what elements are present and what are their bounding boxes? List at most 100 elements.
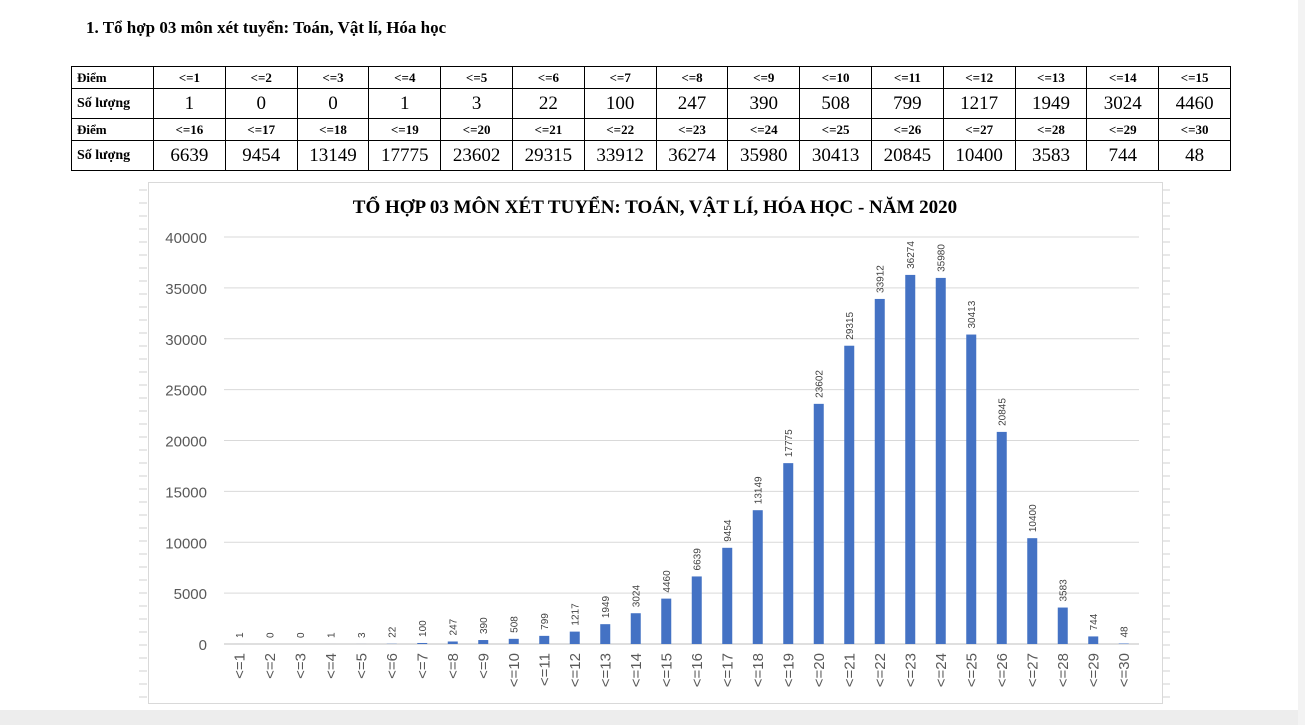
y-tick-label: 40000	[165, 230, 207, 247]
data-label: 4460	[662, 570, 673, 593]
count-cell: 1949	[1014, 88, 1088, 119]
chart-canvas: TỔ HỢP 03 MÔN XÉT TUYỂN: TOÁN, VẬT LÍ, H…	[165, 196, 1139, 687]
bar	[417, 642, 428, 644]
data-label: 23602	[814, 370, 825, 398]
y-tick-label: 0	[199, 637, 207, 654]
score-label: Điểm	[71, 66, 154, 89]
x-tick-label: <=5	[353, 653, 370, 679]
count-cell: 3	[440, 88, 513, 119]
data-label: 3583	[1058, 579, 1069, 602]
bar	[1088, 636, 1099, 644]
section-heading: 1. Tổ hợp 03 môn xét tuyển: Toán, Vật lí…	[86, 18, 447, 37]
bar	[478, 640, 489, 644]
data-label: 48	[1119, 626, 1130, 638]
y-axis-tick-labels: 0 5000 10000 15000 20000 25000 30000 35000 40000	[165, 230, 207, 654]
x-tick-label: <=26	[994, 653, 1011, 687]
x-tick-label: <=11	[536, 653, 553, 686]
page-bottom-strip	[0, 710, 1305, 725]
right-margin-ticks	[1162, 189, 1170, 698]
x-tick-label: <=13	[597, 653, 614, 687]
bar	[874, 298, 885, 644]
data-label: 36274	[906, 241, 917, 269]
count-cell: 799	[870, 88, 944, 119]
x-tick-label: <=4	[323, 653, 340, 679]
x-tick-label: <=3	[292, 653, 309, 679]
chart-title: TỔ HỢP 03 MÔN XÉT TUYỂN: TOÁN, VẬT LÍ, H…	[353, 196, 957, 218]
score-cell: <=14	[1086, 66, 1160, 89]
x-tick-label: <=30	[1116, 653, 1133, 687]
count-cell: 247	[655, 88, 729, 119]
count-cell: 1	[153, 88, 226, 119]
x-tick-label: <=15	[658, 653, 675, 687]
score-cell: <=17	[224, 118, 298, 141]
x-tick-label: <=14	[628, 653, 645, 687]
data-label: 20845	[997, 398, 1008, 426]
bar	[661, 598, 672, 644]
data-labels: 1 0 0 1 3 22 100 247 390 508 799 1217 1949 3024446066…	[235, 241, 1131, 638]
count-label: Số lượng	[71, 140, 154, 171]
bar	[935, 277, 946, 644]
score-cell: <=24	[727, 118, 801, 141]
gridlines	[224, 236, 1139, 645]
bar	[539, 635, 550, 644]
x-tick-label: <=21	[841, 653, 858, 687]
data-label: 10400	[1028, 504, 1039, 532]
x-tick-label: <=22	[872, 653, 889, 687]
bars	[234, 274, 1129, 644]
x-tick-label: <=28	[1055, 653, 1072, 687]
bar	[905, 274, 916, 644]
bar	[1027, 538, 1038, 644]
count-cell: 3583	[1014, 140, 1088, 171]
score-cell: <=9	[727, 66, 801, 89]
x-tick-label: <=10	[506, 653, 523, 687]
table-row-count-2: Số lượng 6639 9454 13149 17775 23602 29315 339…	[71, 140, 1231, 171]
count-cell: 22	[511, 88, 585, 119]
score-cell: <=16	[153, 118, 226, 141]
score-cell: <=7	[583, 66, 657, 89]
count-cell: 23602	[440, 140, 513, 171]
bar	[813, 403, 824, 644]
bar	[600, 624, 611, 644]
count-cell: 0	[296, 88, 370, 119]
count-cell: 508	[799, 88, 872, 119]
table-row-score-2: Điểm <=16 <=17 <=18 <=19 <=20 <=21 <=22 <=23 <=2…	[71, 118, 1231, 141]
score-cell: <=20	[440, 118, 513, 141]
bar	[630, 613, 641, 644]
data-label: 3024	[631, 585, 642, 608]
data-label: 33912	[875, 265, 886, 293]
count-cell: 390	[727, 88, 801, 119]
count-cell: 9454	[224, 140, 298, 171]
bar	[447, 641, 458, 644]
count-cell: 3024	[1086, 88, 1160, 119]
score-cell: <=13	[1014, 66, 1088, 89]
bar	[844, 345, 855, 644]
y-tick-label: 10000	[165, 535, 207, 552]
x-tick-label: <=24	[933, 653, 950, 687]
count-cell: 33912	[583, 140, 657, 171]
y-tick-label: 25000	[165, 383, 207, 400]
x-tick-label: <=29	[1085, 653, 1102, 687]
page-right-edge	[1298, 0, 1305, 725]
count-cell: 35980	[727, 140, 801, 171]
score-cell: <=10	[799, 66, 872, 89]
count-cell: 29315	[511, 140, 585, 171]
count-label: Số lượng	[71, 88, 154, 119]
count-cell: 30413	[799, 140, 872, 171]
score-cell: <=3	[296, 66, 370, 89]
count-cell: 10400	[942, 140, 1016, 171]
x-tick-label: <=20	[811, 653, 828, 687]
score-cell: <=26	[870, 118, 944, 141]
count-cell: 0	[224, 88, 298, 119]
data-label: 9454	[723, 519, 734, 542]
data-label: 0	[296, 632, 307, 638]
bar-chart: TỔ HỢP 03 MÔN XÉT TUYỂN: TOÁN, VẬT LÍ, H…	[148, 182, 1163, 704]
x-tick-label: <=16	[689, 653, 706, 687]
data-label: 1	[326, 632, 337, 638]
y-tick-label: 20000	[165, 434, 207, 451]
data-label: 35980	[936, 244, 947, 272]
score-cell: <=5	[440, 66, 513, 89]
y-tick-label: 5000	[174, 586, 207, 603]
bar	[691, 576, 702, 644]
x-tick-label: <=18	[750, 653, 767, 687]
x-tick-label: <=6	[384, 653, 401, 679]
